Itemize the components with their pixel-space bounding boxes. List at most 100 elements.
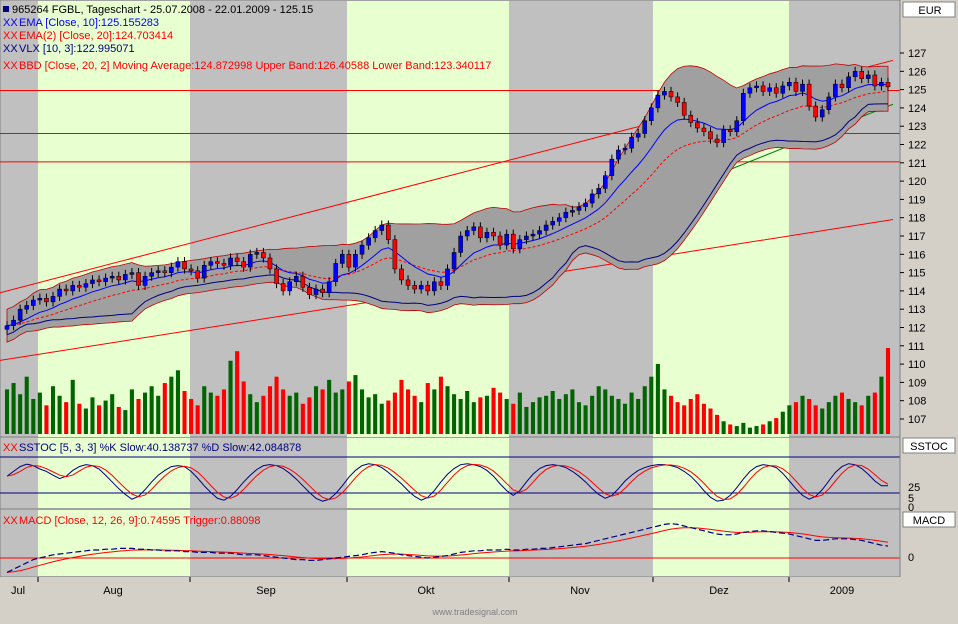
- header-line-3: EMA(2) [Close, 20]:124.703414: [19, 30, 173, 42]
- volume-bar: [392, 392, 397, 434]
- candle-body: [195, 270, 200, 279]
- candle-body: [603, 175, 608, 189]
- sstoc-tick-25: 25: [908, 482, 920, 494]
- price-tick-113: 113: [908, 304, 926, 316]
- candle-body: [432, 281, 437, 292]
- candle-body: [77, 285, 82, 288]
- candle-body: [714, 138, 720, 143]
- volume-bar: [228, 360, 233, 434]
- candle-body: [556, 217, 562, 222]
- candle-body: [596, 188, 602, 195]
- candle-body: [859, 71, 864, 79]
- candle-body: [616, 149, 621, 160]
- candle-body: [149, 272, 154, 277]
- candle-body: [734, 120, 740, 132]
- volume-bar: [668, 395, 674, 434]
- candle-body: [826, 96, 832, 110]
- candle-body: [727, 129, 733, 132]
- volume-bar: [103, 400, 108, 434]
- volume-bar: [576, 402, 582, 434]
- volume-bar: [833, 395, 838, 434]
- volume-bar: [70, 379, 75, 434]
- candle-body: [201, 265, 207, 279]
- price-tick-121: 121: [908, 158, 926, 170]
- candle-body: [609, 158, 615, 176]
- candle-body: [464, 230, 470, 237]
- volume-bar: [386, 400, 391, 434]
- volume-bar: [793, 402, 798, 434]
- volume-bar: [182, 391, 187, 434]
- volume-bar: [636, 398, 641, 434]
- price-axis-ticks: 127 126 125 124 123 122 121 120 119 118 117 116 115 1…: [900, 48, 926, 426]
- volume-bar: [787, 405, 792, 434]
- candle-body: [688, 114, 694, 123]
- candle-body: [787, 82, 792, 87]
- volume-bar: [241, 381, 246, 434]
- volume-bar: [544, 395, 549, 434]
- candle-body: [865, 74, 871, 79]
- candle-body: [24, 305, 30, 310]
- volume-bar: [537, 397, 542, 434]
- volume-bar: [18, 394, 23, 434]
- volume-bar: [879, 376, 884, 434]
- volume-bar: [294, 392, 299, 434]
- candle-body: [103, 277, 108, 282]
- volume-bar: [110, 394, 115, 434]
- volume-bar: [50, 386, 56, 434]
- candle-body: [274, 268, 279, 284]
- candle-body: [267, 257, 273, 270]
- price-tick-117: 117: [908, 231, 926, 243]
- volume-bar: [143, 392, 148, 434]
- candle-body: [570, 210, 575, 213]
- month-band-price: [38, 1, 190, 437]
- volume-bar: [373, 394, 378, 434]
- month-band-macd: [347, 510, 509, 576]
- candle-body: [708, 131, 713, 140]
- candle-body: [681, 102, 687, 116]
- candle-body: [741, 93, 746, 121]
- candle-body: [169, 266, 174, 273]
- candle-body: [649, 107, 654, 121]
- candle-body: [675, 96, 680, 103]
- sstoc-tick-5: 5: [908, 493, 914, 505]
- volume-bar: [37, 392, 42, 434]
- volume-bar: [872, 392, 877, 434]
- candle-body: [109, 276, 115, 279]
- series-marker-icon: [3, 6, 9, 12]
- volume-bar: [64, 402, 69, 434]
- volume-bar: [31, 398, 36, 434]
- candle-body: [129, 272, 135, 275]
- volume-bar: [452, 394, 457, 434]
- candle-body: [293, 276, 299, 283]
- candle-body: [234, 257, 240, 262]
- candle-body: [655, 94, 661, 109]
- candle-body: [412, 285, 417, 290]
- candle-body: [622, 147, 628, 151]
- price-tick-120: 120: [908, 176, 926, 188]
- volume-bar: [622, 403, 628, 434]
- candle-body: [372, 230, 378, 239]
- candles: [4, 66, 891, 334]
- volume-bar: [524, 406, 529, 434]
- candle-body: [116, 276, 122, 281]
- candle-body: [254, 252, 260, 255]
- volume-bar: [688, 398, 693, 434]
- volume-bar: [57, 395, 62, 434]
- candle-body: [589, 193, 595, 204]
- candle-body: [155, 270, 161, 273]
- volume-bar: [83, 408, 88, 434]
- volume-bar: [116, 406, 121, 434]
- volume-bar: [465, 391, 470, 434]
- candle-body: [162, 270, 168, 273]
- volume-bar: [590, 395, 595, 434]
- candle-body: [96, 279, 102, 283]
- candle-body: [307, 286, 312, 295]
- candle-body: [221, 263, 227, 266]
- candle-body: [379, 224, 385, 231]
- candle-body: [90, 279, 95, 284]
- volume-bar: [11, 383, 16, 434]
- watermark: www.tradesignal.com: [431, 607, 517, 617]
- volume-bar: [734, 426, 739, 434]
- month-label-jul: Jul: [11, 585, 25, 597]
- candle-body: [359, 244, 365, 255]
